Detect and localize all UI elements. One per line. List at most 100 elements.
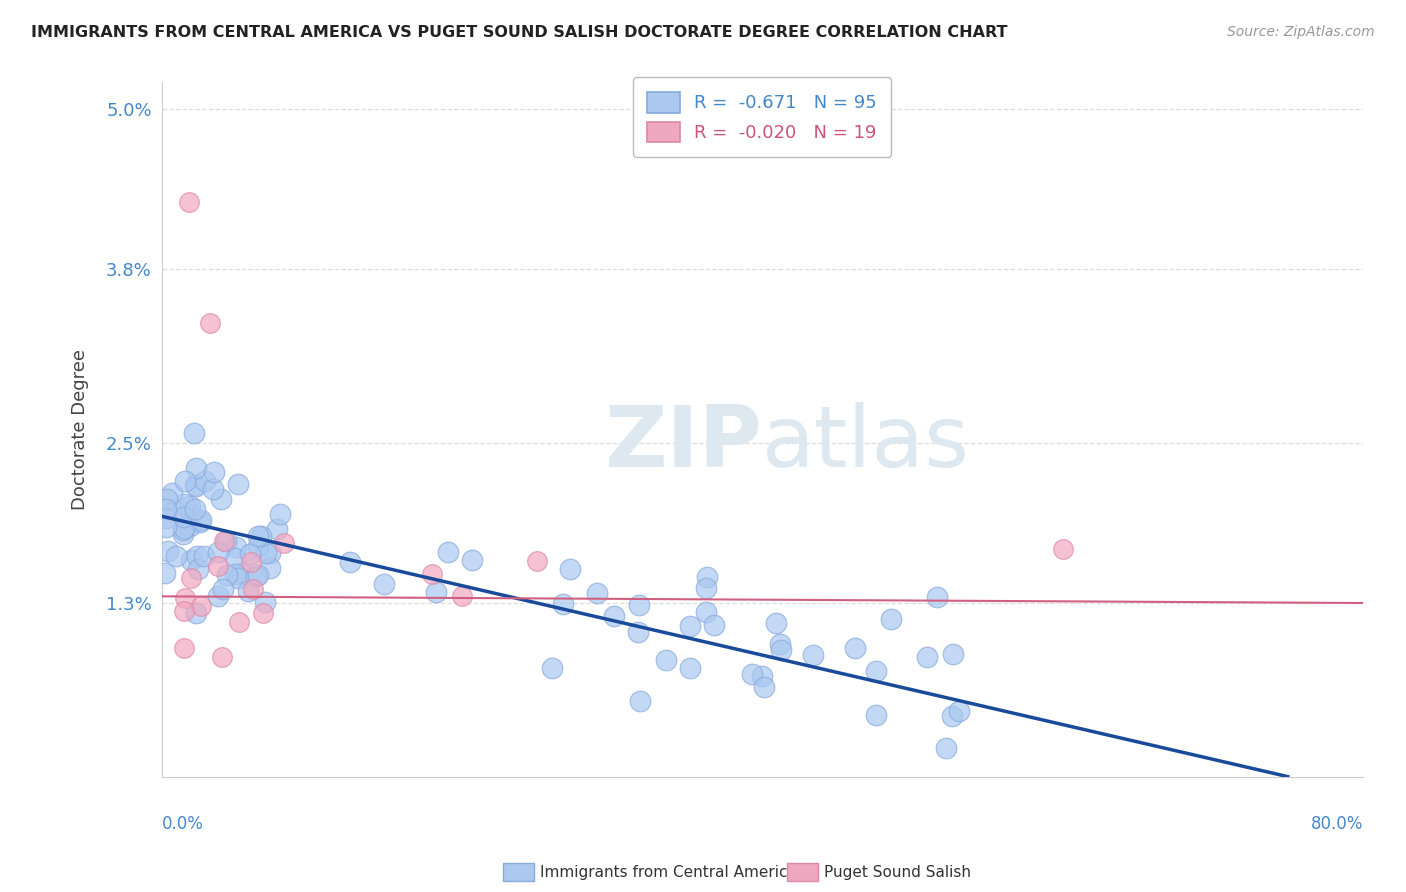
Point bbox=[917, 649, 939, 664]
Point bbox=[184, 479, 207, 493]
Point bbox=[198, 316, 221, 330]
Point bbox=[180, 553, 202, 567]
Point bbox=[253, 595, 276, 609]
Point bbox=[437, 544, 460, 558]
Point bbox=[259, 561, 281, 575]
Point bbox=[201, 482, 224, 496]
Point bbox=[273, 536, 295, 550]
Point bbox=[935, 740, 957, 755]
Point bbox=[585, 586, 607, 600]
Point bbox=[160, 485, 183, 500]
Point bbox=[228, 615, 250, 629]
Point bbox=[173, 604, 195, 618]
Point bbox=[627, 624, 650, 639]
Point bbox=[225, 540, 247, 554]
Point bbox=[172, 527, 194, 541]
Point bbox=[179, 506, 201, 520]
Point bbox=[247, 567, 270, 582]
Point bbox=[226, 571, 249, 585]
Point bbox=[157, 544, 180, 558]
Point bbox=[741, 666, 763, 681]
Text: Source: ZipAtlas.com: Source: ZipAtlas.com bbox=[1227, 25, 1375, 39]
Point bbox=[184, 606, 207, 620]
Point bbox=[184, 461, 207, 475]
Point bbox=[212, 582, 235, 596]
Point bbox=[193, 474, 215, 488]
Point bbox=[551, 597, 574, 611]
Point bbox=[156, 491, 179, 506]
Point bbox=[1052, 542, 1074, 557]
Text: Puget Sound Salish: Puget Sound Salish bbox=[824, 865, 972, 880]
Point bbox=[184, 502, 207, 516]
Point bbox=[654, 652, 676, 666]
Point bbox=[177, 195, 200, 210]
Point bbox=[239, 547, 262, 561]
Point bbox=[215, 534, 238, 549]
Point bbox=[751, 669, 773, 683]
Point bbox=[769, 643, 792, 657]
Point bbox=[526, 553, 548, 567]
Point bbox=[240, 556, 263, 570]
Point bbox=[184, 478, 207, 492]
Text: 80.0%: 80.0% bbox=[1310, 814, 1362, 833]
Point bbox=[217, 567, 239, 582]
Point bbox=[865, 707, 887, 722]
Point bbox=[373, 577, 395, 591]
Point bbox=[211, 650, 233, 665]
Point bbox=[180, 571, 202, 585]
Point bbox=[228, 476, 250, 491]
Point bbox=[188, 515, 211, 529]
Point bbox=[752, 680, 775, 694]
Point bbox=[678, 619, 700, 633]
Text: IMMIGRANTS FROM CENTRAL AMERICA VS PUGET SOUND SALISH DOCTORATE DEGREE CORRELATI: IMMIGRANTS FROM CENTRAL AMERICA VS PUGET… bbox=[31, 25, 1008, 40]
Point bbox=[173, 497, 195, 511]
Point bbox=[173, 521, 195, 535]
Text: atlas: atlas bbox=[762, 401, 970, 484]
Y-axis label: Doctorate Degree: Doctorate Degree bbox=[72, 349, 89, 510]
Point bbox=[207, 545, 229, 559]
Point bbox=[179, 519, 201, 533]
Point bbox=[242, 582, 264, 596]
Point bbox=[695, 581, 717, 595]
Point bbox=[207, 589, 229, 603]
Point bbox=[174, 475, 197, 489]
Point bbox=[190, 599, 212, 614]
Point bbox=[193, 549, 215, 563]
Point bbox=[844, 641, 866, 656]
Point bbox=[450, 590, 472, 604]
Point bbox=[186, 549, 208, 563]
Point bbox=[155, 502, 177, 516]
Point bbox=[420, 566, 443, 581]
Point bbox=[558, 562, 581, 576]
Point bbox=[259, 546, 281, 560]
Point bbox=[679, 661, 702, 675]
Legend: R =  -0.671   N = 95, R =  -0.020   N = 19: R = -0.671 N = 95, R = -0.020 N = 19 bbox=[633, 78, 891, 157]
Point bbox=[703, 618, 725, 632]
Point bbox=[695, 605, 717, 619]
Point bbox=[765, 615, 787, 630]
Point bbox=[165, 504, 187, 518]
Point bbox=[250, 529, 273, 543]
Point bbox=[173, 510, 195, 524]
Point bbox=[603, 609, 626, 624]
Point bbox=[801, 648, 824, 662]
Point bbox=[245, 568, 267, 582]
Point bbox=[266, 522, 288, 536]
Point bbox=[628, 694, 651, 708]
Point bbox=[183, 426, 205, 441]
Point bbox=[880, 612, 903, 626]
Point bbox=[628, 598, 651, 612]
Text: ZIP: ZIP bbox=[605, 401, 762, 484]
Point bbox=[155, 510, 177, 524]
Point bbox=[252, 606, 274, 620]
Point bbox=[187, 562, 209, 576]
Point bbox=[425, 585, 447, 599]
Point bbox=[190, 513, 212, 527]
Point bbox=[269, 508, 291, 522]
Point bbox=[339, 556, 361, 570]
Point bbox=[254, 546, 277, 560]
Point bbox=[246, 529, 269, 543]
Point bbox=[165, 549, 187, 563]
Point bbox=[769, 636, 792, 650]
Point bbox=[153, 566, 176, 580]
